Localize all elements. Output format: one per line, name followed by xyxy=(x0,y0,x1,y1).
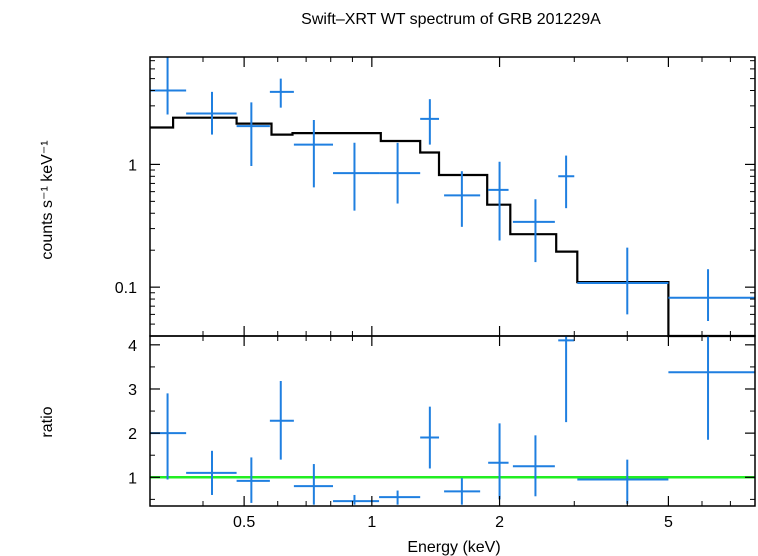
ratio-data-point xyxy=(293,464,334,505)
spectrum-data-point xyxy=(444,171,481,227)
ratio-data-point xyxy=(488,423,509,500)
spectrum-data-point xyxy=(577,247,669,315)
spectrum-data-point xyxy=(668,269,755,321)
x-tick-label: 5 xyxy=(664,514,673,531)
spectrum-panel: 0.11 xyxy=(115,56,756,338)
spectrum-data-point xyxy=(293,120,334,188)
ratio-y-tick-label: 1 xyxy=(128,470,137,487)
ratio-data-point xyxy=(558,336,575,423)
ratio-data-point xyxy=(420,406,440,469)
ratio-y-tick-label: 2 xyxy=(128,426,137,443)
spectrum-data-point xyxy=(379,142,421,204)
ratio-frame xyxy=(149,335,756,507)
x-tick-label: 2 xyxy=(495,514,504,531)
ratio-panel: 1 2 3 4 xyxy=(128,335,756,507)
model-step-line xyxy=(150,116,755,338)
spectrum-data-point xyxy=(150,57,187,115)
spectrum-data-point xyxy=(488,161,509,241)
ratio-data-point xyxy=(444,478,481,505)
y-axis-label-ratio: ratio xyxy=(39,406,56,437)
spectrum-y-tick-label: 0.1 xyxy=(115,280,137,297)
spectrum-data-point xyxy=(186,91,237,135)
x-tick-label: 0.5 xyxy=(233,514,255,531)
spectrum-frame xyxy=(149,56,756,337)
spectrum-data-point xyxy=(512,199,555,263)
spectrum-data-point xyxy=(558,155,575,209)
x-tick-label: 1 xyxy=(367,514,376,531)
ratio-data-point xyxy=(186,450,237,495)
ratio-y-tick-label: 3 xyxy=(128,382,137,399)
spectrum-y-tick-label: 1 xyxy=(128,157,137,174)
ratio-y-tick-label: 4 xyxy=(128,338,137,355)
spectrum-data-point xyxy=(236,102,270,167)
ratio-data-point xyxy=(512,435,555,497)
x-axis-label: Energy (keV) xyxy=(407,539,500,556)
ratio-data-point xyxy=(150,393,187,480)
ratio-data-point xyxy=(379,490,421,505)
spectrum-data-point xyxy=(333,142,380,211)
y-axis-label-spectrum: counts s⁻¹ keV⁻¹ xyxy=(39,140,56,259)
spectrum-data-point xyxy=(420,99,440,145)
chart-title: Swift–XRT WT spectrum of GRB 201229A xyxy=(301,11,601,28)
ratio-data-point xyxy=(577,459,669,504)
spectrum-data-point xyxy=(269,78,294,108)
ratio-data-point xyxy=(236,457,270,503)
ratio-data-point xyxy=(668,336,755,440)
ratio-data-point xyxy=(269,381,294,460)
